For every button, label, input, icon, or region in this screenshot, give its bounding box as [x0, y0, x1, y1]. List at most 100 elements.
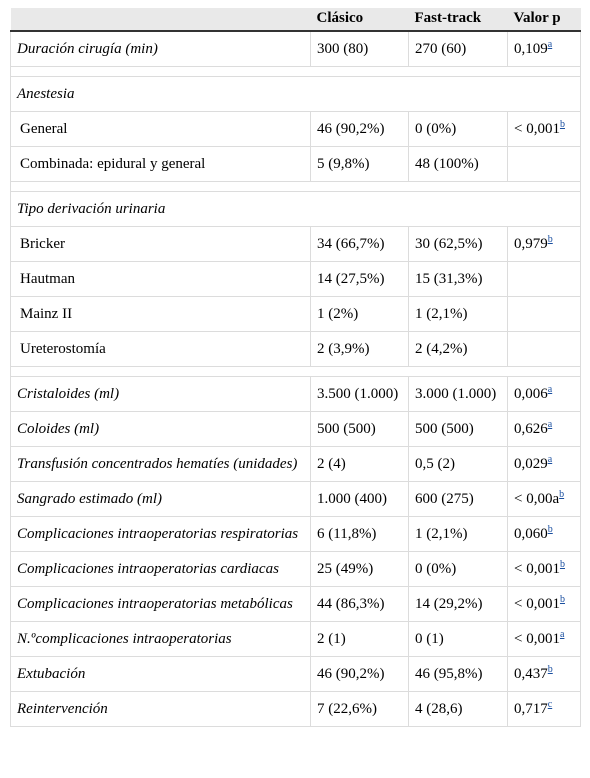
table-header: Clásico Fast-track Valor p: [10, 8, 581, 32]
clasico-value: 46 (90,2%): [310, 111, 409, 147]
table-row: Sangrado estimado (ml) 1.000 (400) 600 (27…: [10, 481, 581, 517]
clasico-value: 44 (86,3%): [310, 586, 409, 622]
p-value-cell: [507, 261, 581, 297]
footnote-link[interactable]: c: [547, 699, 553, 710]
row-label: N.ºcomplicaciones intraoperatorias: [10, 621, 311, 657]
p-value-cell: 0,006a: [507, 376, 581, 412]
p-value-cell: < 0,001b: [507, 551, 581, 587]
footnote-link[interactable]: b: [559, 119, 565, 130]
fast-track-value: 270 (60): [408, 30, 508, 67]
spacer-row: [10, 366, 581, 377]
table-row: Coloides (ml) 500 (500) 500 (500) 0,626a: [10, 411, 581, 447]
fast-track-value: 500 (500): [408, 411, 508, 447]
p-value: 0,717: [514, 701, 548, 717]
p-value-cell: 0,979b: [507, 226, 581, 262]
spacer-row: [10, 181, 581, 192]
p-value-cell: 0,060b: [507, 516, 581, 552]
footnote-link[interactable]: b: [547, 234, 553, 245]
p-value-cell: [507, 331, 581, 367]
row-label: Transfusión concentrados hematíes (unida…: [10, 446, 311, 482]
p-value-cell: < 0,001b: [507, 111, 581, 147]
fast-track-value: 1 (2,1%): [408, 296, 508, 332]
footnote-link[interactable]: a: [547, 384, 553, 395]
header-valor-p: Valor p: [507, 8, 581, 32]
clasico-value: 5 (9,8%): [310, 146, 409, 182]
table-row: Duración cirugía (min) 300 (80) 270 (60) 0,…: [10, 30, 581, 67]
clasico-value: 500 (500): [310, 411, 409, 447]
table-row: General 46 (90,2%) 0 (0%) < 0,001b: [10, 111, 581, 147]
row-label: Extubación: [10, 656, 311, 692]
p-value: 0,029: [514, 456, 548, 472]
p-value-cell: < 0,001a: [507, 621, 581, 657]
table-row: Hautman 14 (27,5%) 15 (31,3%): [10, 261, 581, 297]
clasico-value: 3.500 (1.000): [310, 376, 409, 412]
table-row: N.ºcomplicaciones intraoperatorias 2 (1) 0…: [10, 621, 581, 657]
fast-track-value: 3.000 (1.000): [408, 376, 508, 412]
row-label: Bricker: [10, 226, 311, 262]
fast-track-value: 2 (4,2%): [408, 331, 508, 367]
fast-track-value: 30 (62,5%): [408, 226, 508, 262]
p-value: 0,060: [514, 526, 548, 542]
section-row: Anestesia: [10, 76, 581, 112]
row-label: Duración cirugía (min): [10, 30, 311, 67]
table-row: Ureterostomía 2 (3,9%) 2 (4,2%): [10, 331, 581, 367]
clasico-value: 2 (3,9%): [310, 331, 409, 367]
row-label: Complicaciones intraoperatorias respirat…: [10, 516, 311, 552]
fast-track-value: 14 (29,2%): [408, 586, 508, 622]
p-value: < 0,001: [514, 631, 560, 647]
table-row: Complicaciones intraoperatorias cardiaca…: [10, 551, 581, 587]
fast-track-value: 15 (31,3%): [408, 261, 508, 297]
section-row: Tipo derivación urinaria: [10, 191, 581, 227]
table-row: Transfusión concentrados hematíes (unida…: [10, 446, 581, 482]
footnote-link[interactable]: b: [559, 489, 565, 500]
row-label: Complicaciones intraoperatorias metabóli…: [10, 586, 311, 622]
row-label: Ureterostomía: [10, 331, 311, 367]
table-body: Duración cirugía (min) 300 (80) 270 (60) 0,…: [10, 30, 581, 727]
data-table: Clásico Fast-track Valor p Duración ciru…: [10, 8, 581, 727]
p-value: 0,626: [514, 421, 548, 437]
p-value-cell: 0,109a: [507, 30, 581, 67]
header-fast-track: Fast-track: [408, 8, 508, 32]
row-label: Reintervención: [10, 691, 311, 727]
footnote-link[interactable]: a: [559, 629, 565, 640]
p-value-cell: 0,437b: [507, 656, 581, 692]
table-row: Reintervención 7 (22,6%) 4 (28,6) 0,717c: [10, 691, 581, 727]
p-value: 0,109: [514, 41, 548, 57]
spacer-row: [10, 66, 581, 77]
fast-track-value: 1 (2,1%): [408, 516, 508, 552]
table-row: Combinada: epidural y general 5 (9,8%) 48 …: [10, 146, 581, 182]
p-value: < 0,001: [514, 121, 560, 137]
table-row: Bricker 34 (66,7%) 30 (62,5%) 0,979b: [10, 226, 581, 262]
p-value-cell: 0,626a: [507, 411, 581, 447]
table-row: Cristaloides (ml) 3.500 (1.000) 3.000 (1.0…: [10, 376, 581, 412]
p-value-cell: < 0,00ab: [507, 481, 581, 517]
fast-track-value: 4 (28,6): [408, 691, 508, 727]
section-label: Anestesia: [10, 76, 581, 112]
p-value: < 0,001: [514, 561, 560, 577]
row-label: General: [10, 111, 311, 147]
footnote-link[interactable]: a: [547, 39, 553, 50]
footnote-link[interactable]: b: [547, 664, 553, 675]
header-clasico: Clásico: [310, 8, 409, 32]
clasico-value: 46 (90,2%): [310, 656, 409, 692]
header-variable: [10, 8, 311, 32]
footnote-link[interactable]: b: [559, 594, 565, 605]
row-label: Sangrado estimado (ml): [10, 481, 311, 517]
footnote-link[interactable]: b: [559, 559, 565, 570]
footnote-link[interactable]: a: [547, 454, 553, 465]
p-value: < 0,00a: [514, 491, 560, 507]
p-value-cell: [507, 146, 581, 182]
footnote-link[interactable]: b: [547, 524, 553, 535]
clasico-value: 7 (22,6%): [310, 691, 409, 727]
p-value-cell: 0,717c: [507, 691, 581, 727]
row-label: Coloides (ml): [10, 411, 311, 447]
fast-track-value: 0 (0%): [408, 111, 508, 147]
p-value-cell: [507, 296, 581, 332]
clasico-value: 14 (27,5%): [310, 261, 409, 297]
clasico-value: 1 (2%): [310, 296, 409, 332]
p-value: 0,437: [514, 666, 548, 682]
row-label: Complicaciones intraoperatorias cardiaca…: [10, 551, 311, 587]
footnote-link[interactable]: a: [547, 419, 553, 430]
fast-track-value: 600 (275): [408, 481, 508, 517]
row-label: Mainz II: [10, 296, 311, 332]
